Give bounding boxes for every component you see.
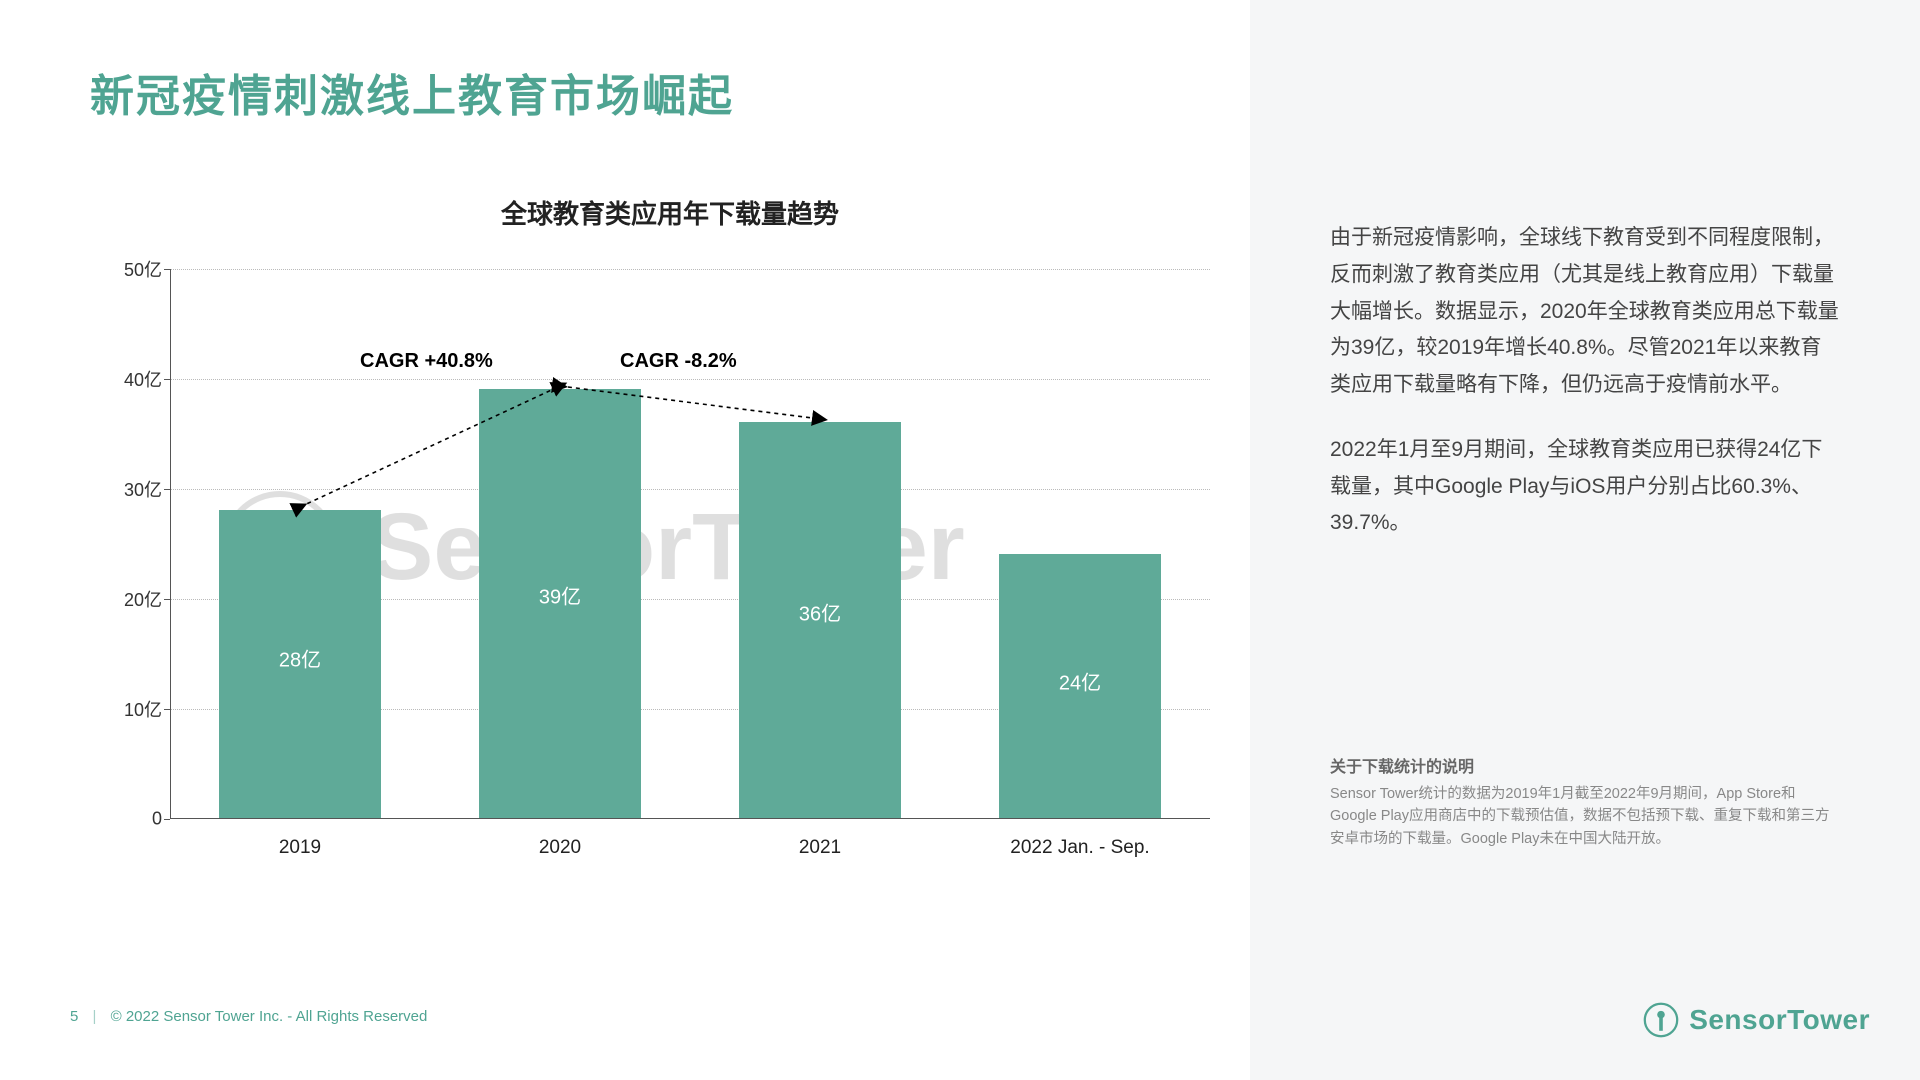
- footer: 5 | © 2022 Sensor Tower Inc. - All Right…: [70, 1008, 427, 1025]
- gridline: [171, 269, 1210, 270]
- cagr-label: CAGR -8.2%: [620, 350, 737, 373]
- footer-sep: |: [93, 1008, 97, 1025]
- chart-wrap: 全球教育类应用年下载量趋势 SensorTower 010亿20亿30亿40亿5…: [90, 194, 1210, 859]
- y-tick-label: 20亿: [110, 586, 162, 612]
- bar: 39亿: [479, 389, 641, 818]
- x-axis: [170, 818, 1210, 819]
- body-text: 由于新冠疫情影响，全球线下教育受到不同程度限制，反而刺激了教育类应用（尤其是线上…: [1330, 220, 1840, 542]
- x-category-label: 2019: [180, 837, 420, 859]
- y-tick-label: 40亿: [110, 366, 162, 392]
- x-category-label: 2020: [440, 837, 680, 859]
- paragraph-1: 由于新冠疫情影响，全球线下教育受到不同程度限制，反而刺激了教育类应用（尤其是线上…: [1330, 220, 1840, 404]
- y-tick: [164, 489, 170, 490]
- bar: 28亿: [219, 510, 381, 818]
- bar-value-label: 24亿: [999, 666, 1161, 695]
- y-tick-label: 30亿: [110, 476, 162, 502]
- note-body: Sensor Tower统计的数据为2019年1月截至2022年9月期间，App…: [1330, 783, 1840, 850]
- bar-value-label: 36亿: [739, 598, 901, 627]
- note-block: 关于下载统计的说明 Sensor Tower统计的数据为2019年1月截至202…: [1330, 753, 1840, 850]
- x-category-label: 2021: [700, 837, 940, 859]
- bar: 24亿: [999, 554, 1161, 818]
- brand-name: SensorTower: [1689, 1004, 1870, 1036]
- tower-icon: [1643, 1002, 1679, 1038]
- page-number: 5: [70, 1008, 78, 1025]
- paragraph-2: 2022年1月至9月期间，全球教育类应用已获得24亿下载量，其中Google P…: [1330, 432, 1840, 542]
- bar-value-label: 39亿: [479, 580, 641, 609]
- y-tick-label: 10亿: [110, 696, 162, 722]
- y-tick-label: 0: [110, 809, 162, 830]
- gridline: [171, 489, 1210, 490]
- y-tick-label: 50亿: [110, 256, 162, 282]
- main-panel: 新冠疫情刺激线上教育市场崛起 全球教育类应用年下载量趋势 SensorTower…: [0, 0, 1250, 1080]
- side-panel: 由于新冠疫情影响，全球线下教育受到不同程度限制，反而刺激了教育类应用（尤其是线上…: [1250, 0, 1920, 1080]
- bar-value-label: 28亿: [219, 643, 381, 672]
- x-category-label: 2022 Jan. - Sep.: [960, 837, 1200, 859]
- y-axis: [170, 269, 171, 819]
- cagr-label: CAGR +40.8%: [360, 350, 493, 373]
- y-tick: [164, 709, 170, 710]
- y-tick: [164, 819, 170, 820]
- chart-title: 全球教育类应用年下载量趋势: [130, 194, 1210, 231]
- brand-logo: SensorTower: [1643, 1002, 1870, 1038]
- gridline: [171, 379, 1210, 380]
- bar-chart: SensorTower 010亿20亿30亿40亿50亿28亿201939亿20…: [110, 239, 1210, 859]
- page-title: 新冠疫情刺激线上教育市场崛起: [90, 60, 1210, 124]
- y-tick: [164, 599, 170, 600]
- bar: 36亿: [739, 422, 901, 818]
- copyright: © 2022 Sensor Tower Inc. - All Rights Re…: [111, 1008, 428, 1025]
- y-tick: [164, 269, 170, 270]
- note-title: 关于下载统计的说明: [1330, 753, 1840, 777]
- y-tick: [164, 379, 170, 380]
